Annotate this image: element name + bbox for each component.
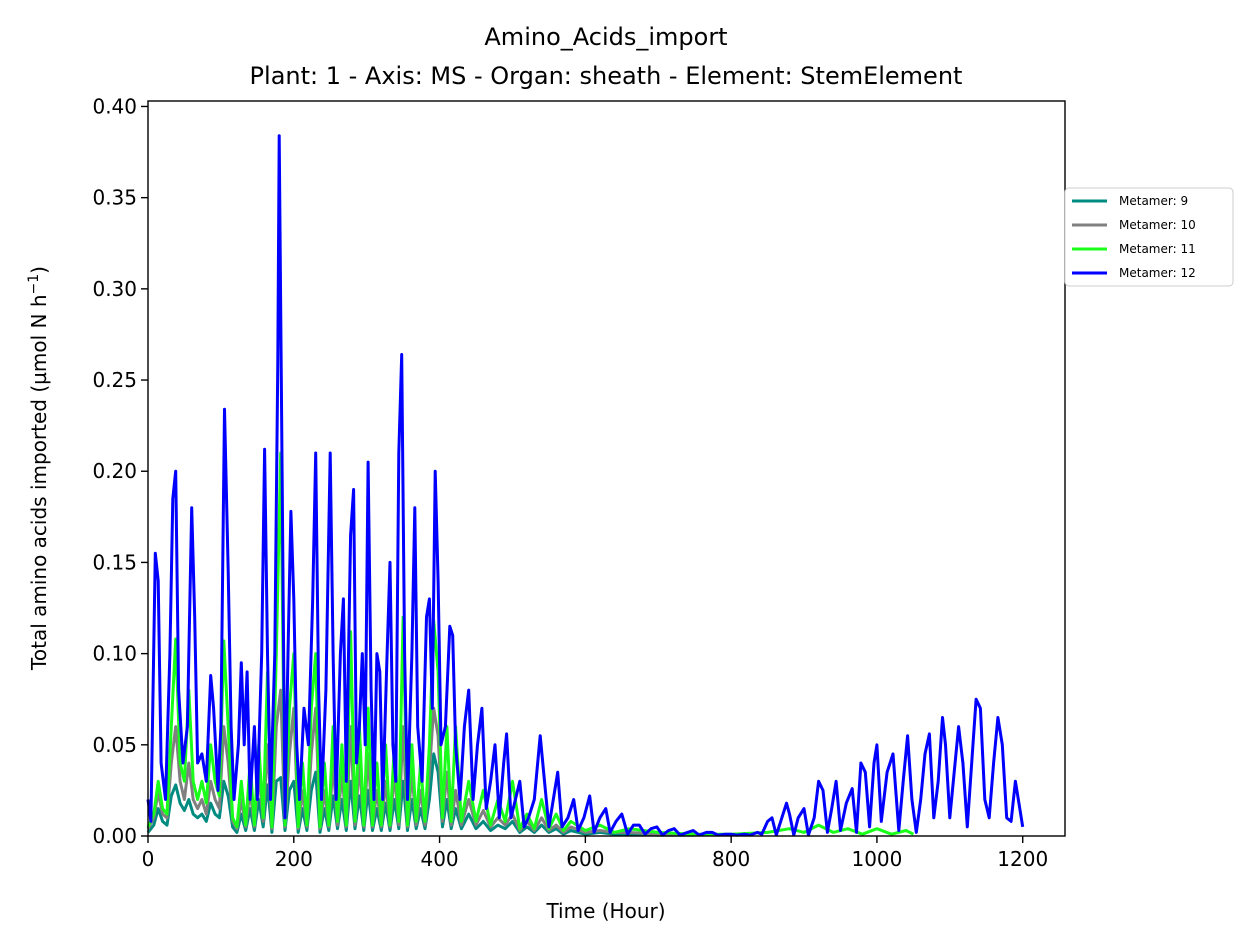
y-tick-label: 0.25 — [92, 368, 137, 392]
series-line-2 — [146, 688, 695, 836]
x-tick-label: 0 — [142, 847, 155, 871]
y-axis-label: Total amino acids imported (µmol N h−1) — [26, 266, 51, 671]
chart-title: Amino_Acids_import — [484, 23, 727, 51]
x-tick-label: 200 — [275, 847, 313, 871]
series-line-1 — [146, 752, 695, 837]
legend-label: Metamer: 9 — [1119, 194, 1188, 208]
axes-layer: 0 200 400 600 800 1000 1200 0.00 0.05 0.10 0.15 0.2… — [92, 94, 1066, 871]
x-axis-label: Time (Hour) — [545, 899, 665, 923]
legend-label: Metamer: 10 — [1119, 218, 1196, 232]
y-axis-label-close: ) — [27, 266, 51, 274]
chart-subtitle: Plant: 1 - Axis: MS - Organ: sheath - El… — [250, 62, 963, 90]
x-tick-label: 400 — [420, 847, 458, 871]
x-tick-label: 1000 — [851, 847, 902, 871]
x-tick-label: 1200 — [997, 847, 1048, 871]
y-axis-label-main: Total amino acids imported (µmol N h — [27, 294, 51, 670]
x-tick-label: 800 — [712, 847, 750, 871]
series-layer — [146, 134, 1025, 837]
y-axis-label-sup: −1 — [26, 274, 42, 295]
y-tick-label: 0.20 — [92, 459, 137, 483]
y-tick-label: 0.30 — [92, 277, 137, 301]
y-tick-label: 0.00 — [92, 824, 137, 848]
legend: Metamer: 9 Metamer: 10 Metamer: 11 Metamer:… — [1064, 187, 1234, 287]
y-tick-label: 0.05 — [92, 733, 137, 757]
y-tick-label: 0.15 — [92, 550, 137, 574]
legend-frame — [1064, 187, 1234, 287]
plot-frame — [147, 100, 1066, 837]
y-tick-label: 0.10 — [92, 642, 137, 666]
series-line-4 — [146, 134, 1025, 837]
y-tick-label: 0.40 — [92, 94, 137, 118]
x-tick-label: 600 — [566, 847, 604, 871]
y-tick-label: 0.35 — [92, 186, 137, 210]
legend-label: Metamer: 12 — [1119, 266, 1196, 280]
legend-label: Metamer: 11 — [1119, 242, 1196, 256]
